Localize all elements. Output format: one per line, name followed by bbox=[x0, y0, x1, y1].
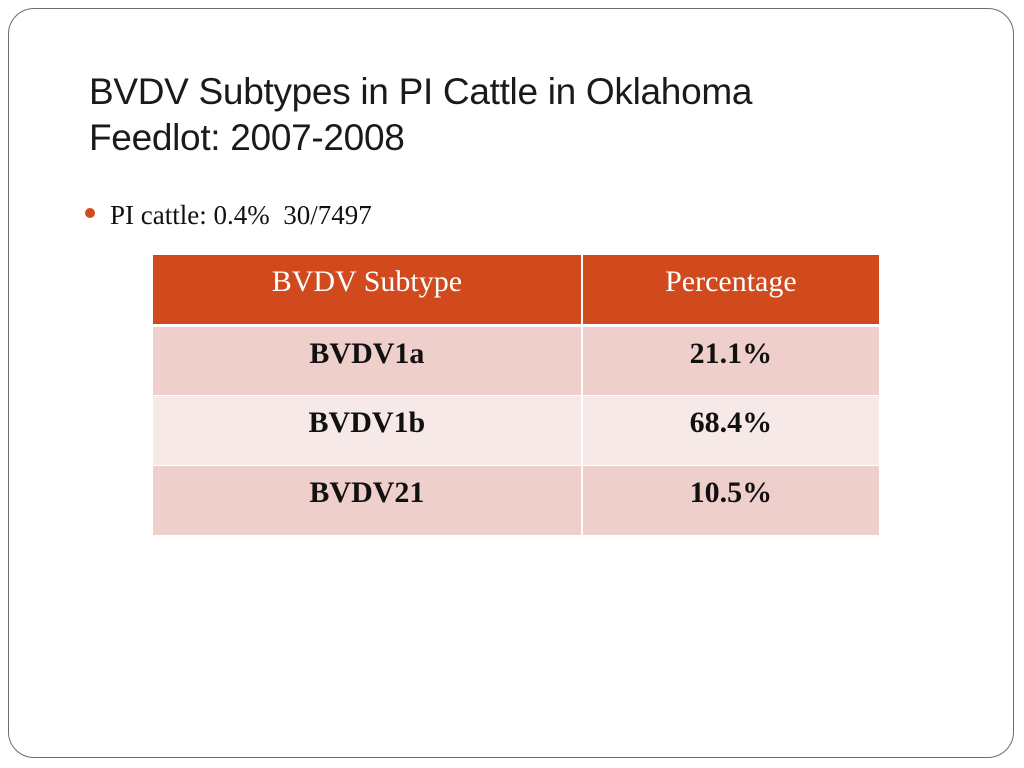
subtype-table: BVDV Subtype Percentage BVDV1a 21.1% BVD… bbox=[153, 255, 879, 535]
cell-subtype: BVDV1a bbox=[153, 324, 582, 395]
table-row: BVDV1b 68.4% bbox=[153, 394, 879, 465]
bullet-list: PI cattle: 0.4% 30/7497 bbox=[85, 197, 372, 233]
cell-percentage: 21.1% bbox=[580, 324, 879, 395]
header-subtype: BVDV Subtype bbox=[153, 255, 582, 327]
cell-subtype: BVDV1b bbox=[153, 394, 582, 465]
cell-subtype: BVDV21 bbox=[153, 464, 582, 535]
table-row: BVDV21 10.5% bbox=[153, 464, 879, 535]
slide-title-line-2: Feedlot: 2007-2008 bbox=[89, 117, 405, 158]
slide-title: BVDV Subtypes in PI Cattle in Oklahoma F… bbox=[89, 69, 949, 161]
cell-percentage: 68.4% bbox=[580, 394, 879, 465]
table-header-row: BVDV Subtype Percentage bbox=[153, 255, 879, 327]
cell-percentage: 10.5% bbox=[580, 464, 879, 535]
bullet-item: PI cattle: 0.4% 30/7497 bbox=[85, 197, 372, 233]
bullet-dot-icon bbox=[85, 208, 95, 218]
slide-title-line-1: BVDV Subtypes in PI Cattle in Oklahoma bbox=[89, 71, 753, 112]
bullet-text: PI cattle: 0.4% 30/7497 bbox=[110, 200, 372, 230]
header-percentage: Percentage bbox=[580, 255, 879, 327]
table-row: BVDV1a 21.1% bbox=[153, 324, 879, 395]
